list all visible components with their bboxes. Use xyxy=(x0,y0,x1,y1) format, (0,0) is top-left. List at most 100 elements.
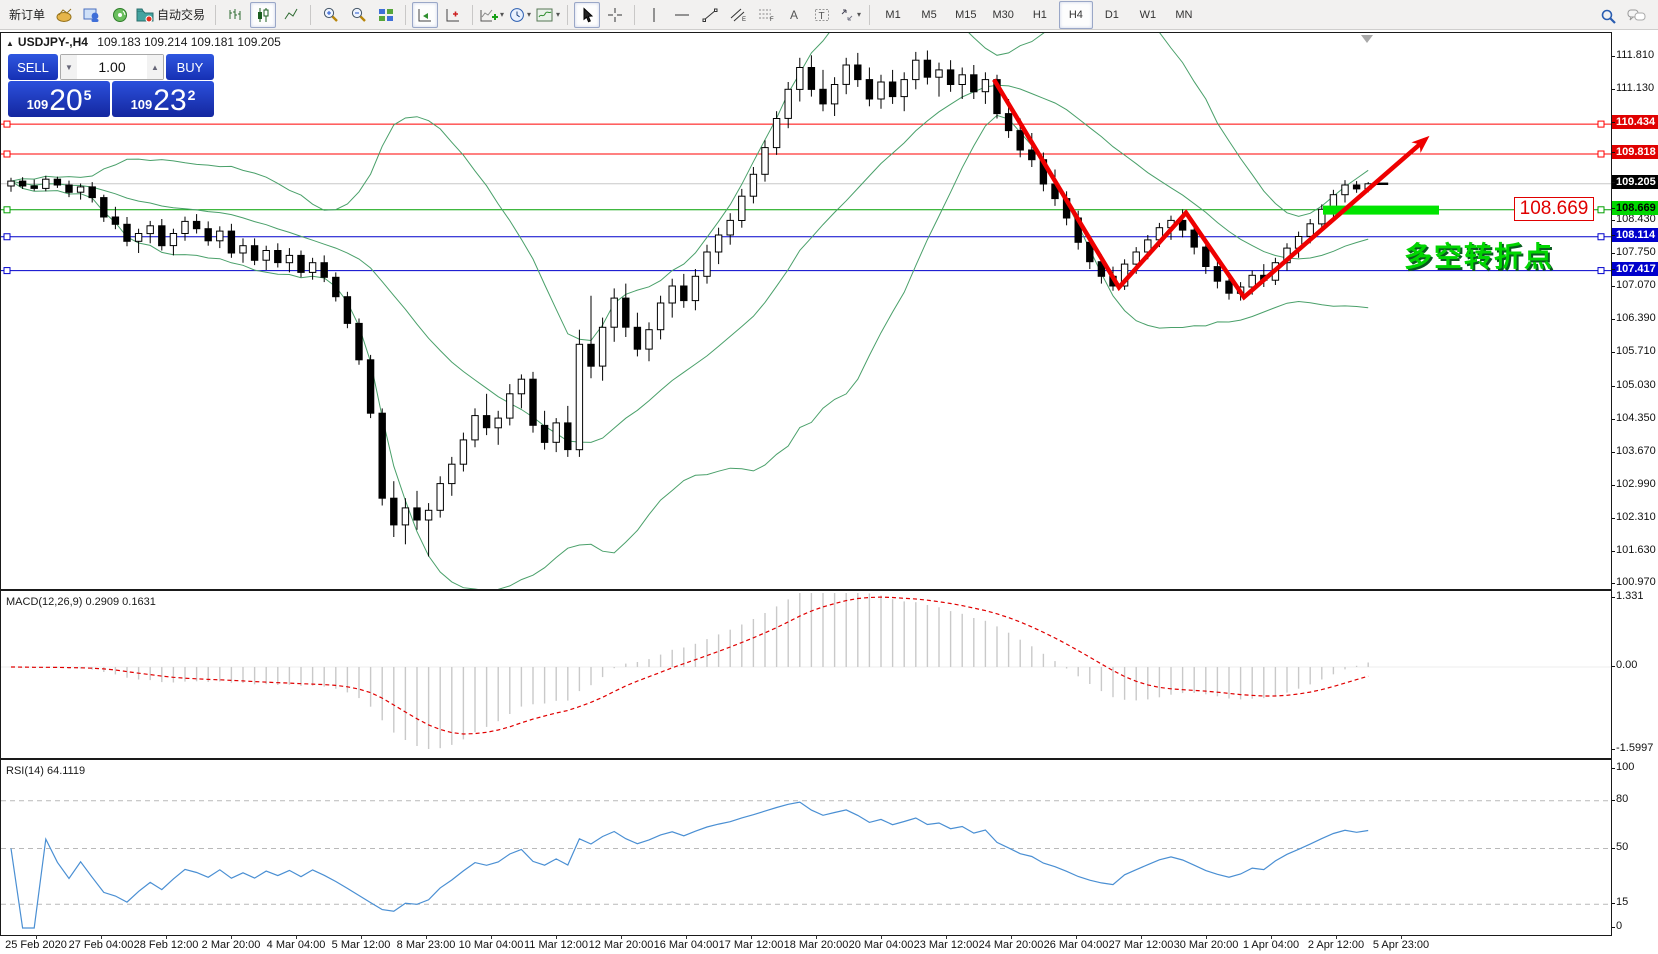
arrows-glyph xyxy=(841,9,853,20)
candlestick-chart-icon[interactable] xyxy=(250,1,277,28)
signal-glyph xyxy=(113,7,128,22)
svg-text:F: F xyxy=(770,17,774,23)
line-anchor[interactable] xyxy=(1597,233,1605,241)
volume-stepper[interactable]: ▼ 1.00 ▲ xyxy=(60,54,164,80)
time-label: 10 Mar 04:00 xyxy=(458,939,524,951)
buy-label: BUY xyxy=(176,59,204,75)
new-chart-icon[interactable] xyxy=(51,2,77,28)
price-tick-102.310: 102.310 xyxy=(1616,511,1656,523)
line-chart-icon[interactable] xyxy=(278,2,304,28)
gold-chart-icon xyxy=(56,8,72,22)
macd-pane[interactable] xyxy=(0,590,1612,759)
time-label: 8 Mar 23:00 xyxy=(396,939,456,951)
arrows-tool[interactable]: ▾ xyxy=(837,2,863,28)
volume-value[interactable]: 1.00 xyxy=(98,59,126,75)
vline-glyph xyxy=(653,7,655,22)
buy-button[interactable]: BUY xyxy=(166,54,214,80)
line-anchor[interactable] xyxy=(1597,267,1605,275)
line-anchor[interactable] xyxy=(3,150,11,158)
zoom-out-icon[interactable] xyxy=(345,2,371,28)
cursor-glyph xyxy=(583,6,593,22)
text-label-glyph: T xyxy=(815,8,830,22)
templates-button[interactable]: ▾ xyxy=(535,2,561,28)
line-anchor[interactable] xyxy=(1597,120,1605,128)
time-label: 17 Mar 12:00 xyxy=(718,939,784,951)
timeframe-m30[interactable]: M30 xyxy=(992,8,1014,21)
market-watch-icon[interactable] xyxy=(107,2,133,28)
highlight-rectangle[interactable] xyxy=(1323,205,1439,215)
rsi-pane[interactable] xyxy=(0,759,1612,936)
text-tool[interactable]: A xyxy=(781,2,807,28)
new-order-button[interactable]: 新订单 xyxy=(5,2,49,28)
chart-shift-marker[interactable] xyxy=(1361,35,1373,43)
ask-price[interactable]: 109 23 2 xyxy=(112,81,214,117)
timeframe-m1[interactable]: M1 xyxy=(885,8,901,21)
auto-scroll-icon[interactable] xyxy=(412,1,439,28)
zoom-in-icon[interactable] xyxy=(317,2,343,28)
trend-arrow-head xyxy=(1411,135,1430,153)
line-anchor[interactable] xyxy=(3,120,11,128)
algo-trading-icon xyxy=(136,8,154,22)
time-label: 26 Mar 04:00 xyxy=(1043,939,1109,951)
price-tick-106.390: 106.390 xyxy=(1616,312,1656,324)
line-anchor[interactable] xyxy=(1597,206,1605,214)
horizontal-line-tool[interactable] xyxy=(669,2,695,28)
price-tag-110.434: 110.434 xyxy=(1612,115,1658,129)
price-chart-pane[interactable] xyxy=(0,32,1612,590)
timeframe-m5[interactable]: M5 xyxy=(921,8,937,21)
search-icon[interactable] xyxy=(1595,3,1621,29)
auto-scroll-glyph xyxy=(418,8,432,21)
periods-button[interactable]: ▾ xyxy=(507,2,533,28)
tile-windows-icon[interactable] xyxy=(373,2,399,28)
timeframe-m15[interactable]: M15 xyxy=(955,8,977,21)
line-anchor[interactable] xyxy=(1597,150,1605,158)
timeframe-d1[interactable]: D1 xyxy=(1104,8,1119,21)
collapse-icon[interactable]: ▲ xyxy=(6,39,14,48)
chat-icon[interactable] xyxy=(1623,3,1649,29)
price-tag-107.417: 107.417 xyxy=(1612,262,1658,276)
trend-zigzag-line[interactable] xyxy=(992,78,1427,301)
timeframe-w1[interactable]: W1 xyxy=(1139,8,1157,21)
new-order-label: 新订单 xyxy=(9,8,46,22)
price-axis: 111.810 111.130 108.430 107.750 107.070 106.3… xyxy=(1612,30,1658,954)
profiles-glyph xyxy=(83,8,99,22)
crosshair-icon[interactable] xyxy=(602,2,628,28)
timeframe-h4[interactable]: H4 xyxy=(1058,0,1093,29)
algo-trading-button[interactable]: 自动交易 xyxy=(135,2,209,28)
bid-price[interactable]: 109 20 5 xyxy=(8,81,110,117)
macd-tick-1.331: 1.331 xyxy=(1616,590,1644,602)
rsi-label: RSI(14) 64.1119 xyxy=(6,765,86,777)
profiles-icon[interactable] xyxy=(79,2,105,28)
vertical-line-tool[interactable] xyxy=(641,2,667,28)
timeframe-h1[interactable]: H1 xyxy=(1032,8,1047,21)
chart-shift-icon[interactable] xyxy=(440,2,466,28)
indicators-button[interactable]: ▾ xyxy=(479,2,505,28)
sell-button[interactable]: SELL xyxy=(8,54,58,80)
cursor-icon[interactable] xyxy=(574,1,601,28)
price-callout-box[interactable]: 108.669 xyxy=(1514,197,1594,221)
volume-up-icon[interactable]: ▲ xyxy=(147,55,163,79)
macd-histogram xyxy=(21,593,1369,749)
line-anchor[interactable] xyxy=(3,206,11,214)
fibonacci-tool[interactable]: F xyxy=(753,2,779,28)
price-tag-108.669: 108.669 xyxy=(1612,201,1658,215)
time-axis[interactable]: 25 Feb 2020 27 Feb 04:00 28 Feb 12:00 2 Mar… xyxy=(0,935,1612,954)
trendline-tool[interactable] xyxy=(697,2,723,28)
annotation-text[interactable]: 多空转折点 xyxy=(1404,241,1555,272)
price-tick-111.810: 111.810 xyxy=(1616,49,1655,61)
zoom-out-glyph xyxy=(351,7,366,22)
line-anchor[interactable] xyxy=(3,267,11,275)
rsi-tick-15: 15 xyxy=(1616,896,1629,908)
rsi-tick-100: 100 xyxy=(1616,761,1635,773)
text-label-tool[interactable]: T xyxy=(809,2,835,28)
trendline-glyph xyxy=(702,8,718,22)
rsi-line xyxy=(10,801,1369,929)
volume-down-icon[interactable]: ▼ xyxy=(61,55,77,79)
channel-tool[interactable]: E xyxy=(725,2,751,28)
bar-chart-icon[interactable] xyxy=(222,2,248,28)
line-anchor[interactable] xyxy=(3,233,11,241)
timeframe-switcher: M1 M5 M15 M30 H1 H4 D1 W1 MN xyxy=(875,0,1202,29)
time-label: 11 Mar 12:00 xyxy=(523,939,589,951)
time-label: 30 Mar 20:00 xyxy=(1173,939,1239,951)
timeframe-mn[interactable]: MN xyxy=(1175,8,1193,21)
